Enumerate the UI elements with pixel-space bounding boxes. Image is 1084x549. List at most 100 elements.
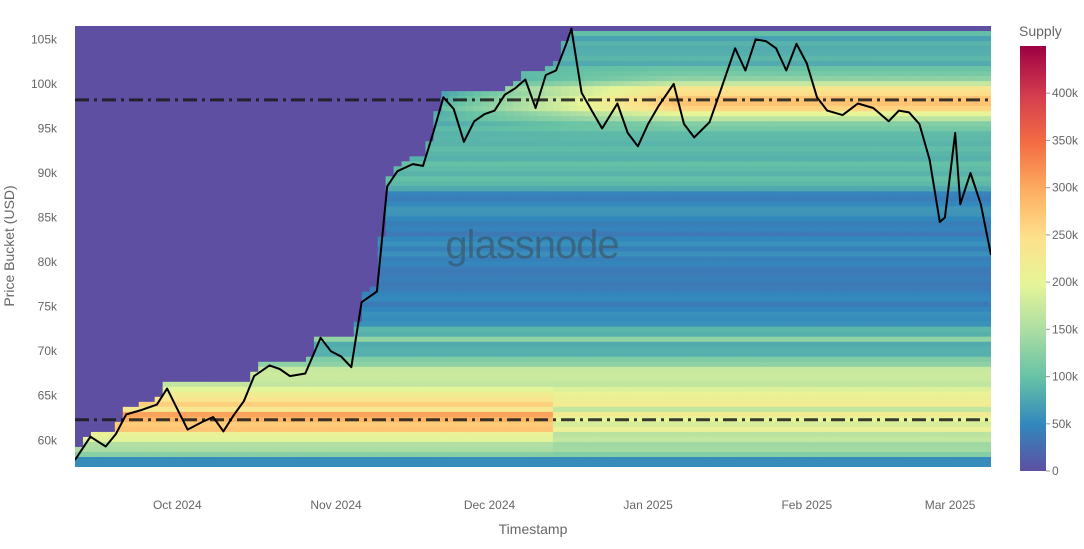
- heatmap-cell: [106, 206, 116, 213]
- heatmap-cell: [393, 416, 403, 423]
- heatmap-cell: [226, 391, 235, 398]
- heatmap-cell: [266, 126, 275, 132]
- heatmap-cell: [449, 356, 458, 363]
- heatmap-cell: [305, 346, 315, 353]
- heatmap-cell: [202, 351, 212, 358]
- heatmap-cell: [369, 366, 379, 373]
- heatmap-cell: [258, 156, 267, 162]
- heatmap-cell: [513, 376, 522, 383]
- heatmap-cell: [186, 226, 196, 233]
- heatmap-cell: [122, 136, 132, 142]
- heatmap-cell: [409, 181, 419, 187]
- heatmap-cell: [305, 66, 315, 72]
- heatmap-cell: [202, 216, 212, 223]
- heatmap-cell: [130, 251, 140, 258]
- heatmap-cell: [425, 311, 435, 318]
- heatmap-cell: [194, 246, 204, 253]
- heatmap-cell: [393, 336, 403, 343]
- heatmap-cell: [138, 256, 148, 263]
- heatmap-cell: [75, 56, 84, 62]
- heatmap-cell: [274, 126, 283, 132]
- heatmap-cell: [170, 286, 180, 293]
- heatmap-cell: [457, 376, 466, 383]
- heatmap-cell: [226, 211, 235, 218]
- heatmap-cell: [401, 286, 411, 293]
- heatmap-cell: [385, 261, 395, 268]
- heatmap-cell: [313, 246, 323, 253]
- heatmap-cell: [90, 251, 100, 258]
- heatmap-cell: [218, 396, 227, 403]
- heatmap-cell: [122, 61, 132, 67]
- heatmap-cell: [401, 31, 411, 37]
- heatmap-cell: [186, 356, 196, 363]
- heatmap-cell: [305, 336, 315, 343]
- heatmap-cell: [329, 311, 339, 318]
- heatmap-cell: [154, 331, 164, 338]
- heatmap-cell: [258, 441, 267, 448]
- heatmap-cell: [401, 396, 411, 403]
- heatmap-cell: [146, 206, 156, 213]
- heatmap-cell: [441, 181, 450, 187]
- heatmap-cell: [425, 316, 435, 323]
- heatmap-cell: [345, 131, 355, 137]
- heatmap-cell: [489, 221, 498, 228]
- heatmap-cell: [361, 161, 371, 167]
- heatmap-cell: [186, 146, 196, 152]
- heatmap-cell: [266, 396, 275, 403]
- heatmap-cell: [321, 56, 331, 62]
- heatmap-cell: [481, 266, 490, 273]
- heatmap-cell: [409, 86, 419, 92]
- heatmap-cell: [210, 196, 219, 202]
- heatmap-cell: [250, 226, 259, 233]
- heatmap-cell: [90, 406, 100, 413]
- heatmap-cell: [186, 91, 196, 97]
- heatmap-cell: [146, 271, 156, 278]
- heatmap-cell: [290, 136, 299, 142]
- heatmap-cell: [441, 86, 450, 92]
- heatmap-cell: [178, 396, 188, 403]
- heatmap-cell: [361, 76, 371, 82]
- heatmap-cell: [130, 231, 140, 238]
- heatmap-cell: [282, 441, 291, 448]
- heatmap-cell: [489, 101, 498, 107]
- heatmap-cell: [321, 116, 331, 122]
- heatmap-cell: [202, 241, 212, 248]
- heatmap-cell: [425, 66, 435, 72]
- heatmap-cell: [194, 221, 204, 228]
- heatmap-cell: [433, 156, 442, 162]
- heatmap-cell: [106, 186, 116, 192]
- heatmap-cell: [186, 346, 196, 353]
- heatmap-cell: [321, 251, 331, 258]
- heatmap-cell: [170, 76, 180, 82]
- heatmap-cell: [377, 226, 387, 233]
- heatmap-cell: [242, 226, 251, 233]
- heatmap-cell: [465, 411, 474, 418]
- heatmap-cell: [337, 141, 347, 147]
- heatmap-cell: [449, 341, 458, 348]
- heatmap-cell: [82, 426, 92, 433]
- heatmap-cell: [114, 441, 124, 448]
- heatmap-cell: [98, 426, 108, 433]
- heatmap-cell: [345, 51, 355, 57]
- heatmap-cell: [449, 191, 458, 197]
- heatmap-cell: [513, 396, 522, 403]
- heatmap-cell: [481, 181, 490, 187]
- heatmap-cell: [313, 61, 323, 67]
- heatmap-cell: [234, 336, 243, 343]
- heatmap-cell: [321, 296, 331, 303]
- heatmap-cell: [298, 51, 307, 57]
- heatmap-cell: [417, 56, 427, 62]
- heatmap-cell: [242, 351, 251, 358]
- heatmap-cell: [425, 251, 435, 258]
- heatmap-cell: [82, 26, 92, 32]
- heatmap-cell: [202, 356, 212, 363]
- heatmap-cell: [409, 226, 419, 233]
- heatmap-cell: [106, 146, 116, 152]
- heatmap-cell: [290, 191, 299, 197]
- heatmap-cell: [473, 191, 482, 197]
- heatmap-cell: [138, 326, 148, 333]
- heatmap-cell: [266, 31, 275, 37]
- heatmap-cell: [258, 136, 267, 142]
- heatmap-cell: [457, 241, 466, 248]
- heatmap-cell: [489, 226, 498, 233]
